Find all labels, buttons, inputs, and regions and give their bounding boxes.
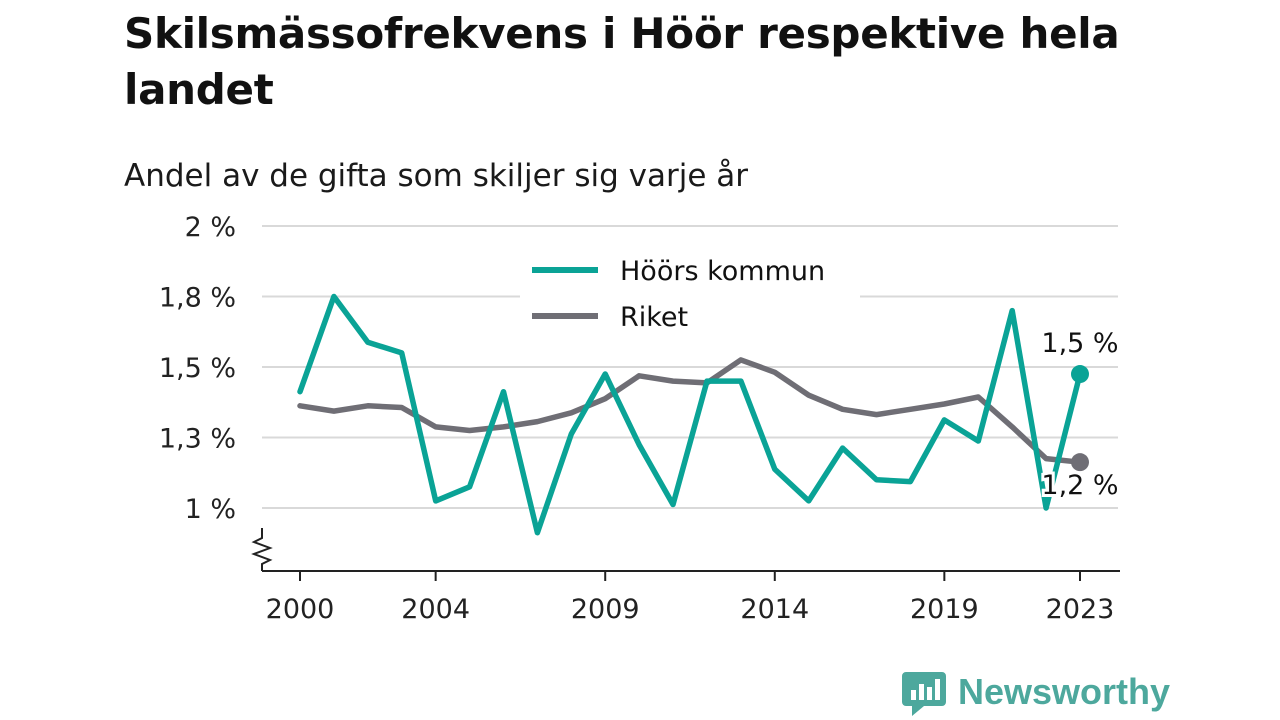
x-tick-label: 2009 — [571, 594, 640, 625]
series-line-hoor — [297, 293, 1083, 536]
legend: Höörs kommun Riket — [520, 246, 860, 342]
y-axis-break — [251, 528, 273, 571]
x-tick-label: 2014 — [740, 594, 809, 625]
legend-background — [520, 246, 860, 342]
y-tick-label: 1,5 % — [159, 353, 236, 384]
end-point-riket — [1071, 453, 1089, 472]
x-tick-label: 2000 — [266, 594, 335, 625]
legend-label: Riket — [620, 302, 688, 333]
x-tick-label: 2023 — [1046, 594, 1115, 625]
chart-title: Skilsmässofrekvens i Höör respektive hel… — [124, 9, 1120, 114]
series-lines — [297, 293, 1089, 536]
y-tick-label: 1,3 % — [159, 424, 236, 455]
legend-label: Höörs kommun — [620, 256, 825, 287]
series-line-riket — [297, 357, 1083, 465]
end-label-riket: 1,2 % — [1041, 470, 1118, 501]
y-tick-label: 2 % — [185, 212, 236, 243]
brand-name: Newsworthy — [958, 671, 1171, 712]
end-point-hoor — [1071, 365, 1089, 384]
x-tick-label: 2019 — [910, 594, 979, 625]
x-tick-label: 2004 — [401, 594, 470, 625]
chart-subtitle: Andel av de gifta som skiljer sig varje … — [124, 158, 748, 194]
x-axis: 2000 2004 2009 2014 2019 2023 — [251, 528, 1120, 625]
y-axis-ticks: 2 % 1,8 % 1,5 % 1,3 % 1 % — [159, 212, 236, 525]
y-tick-label: 1,8 % — [159, 283, 236, 314]
y-tick-label: 1 % — [185, 494, 236, 525]
newsworthy-logo-icon — [902, 672, 946, 716]
end-labels: 1,5 % 1,2 % — [1038, 328, 1121, 504]
end-label-hoor: 1,5 % — [1041, 328, 1118, 359]
